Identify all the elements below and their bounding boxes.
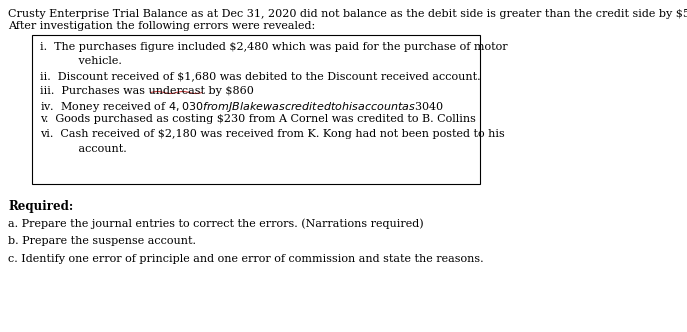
Text: iii.  Purchases was undercast by $860: iii. Purchases was undercast by $860	[40, 86, 254, 96]
Text: vehicle.: vehicle.	[40, 56, 122, 66]
Text: Crusty Enterprise Trial Balance as at Dec 31, 2020 did not balance as the debit : Crusty Enterprise Trial Balance as at De…	[8, 9, 687, 19]
Text: iv.  Money received of $4,030 from J Blake was credited to his account as $3040: iv. Money received of $4,030 from J Blak…	[40, 100, 444, 114]
Text: c. Identify one error of principle and one error of commission and state the rea: c. Identify one error of principle and o…	[8, 254, 484, 264]
Text: vi.  Cash received of $2,180 was received from K. Kong had not been posted to hi: vi. Cash received of $2,180 was received…	[40, 129, 505, 139]
Text: Required:: Required:	[8, 200, 74, 213]
Text: b. Prepare the suspense account.: b. Prepare the suspense account.	[8, 236, 196, 246]
Bar	[32, 35, 480, 184]
Text: v.  Goods purchased as costing $230 from A Cornel was credited to B. Collins: v. Goods purchased as costing $230 from …	[40, 115, 476, 124]
Text: account.: account.	[40, 143, 126, 153]
Text: After investigation the following errors were revealed:: After investigation the following errors…	[8, 21, 315, 31]
Text: i.  The purchases figure included $2,480 which was paid for the purchase of moto: i. The purchases figure included $2,480 …	[40, 42, 508, 52]
Text: ii.  Discount received of $1,680 was debited to the Discount received account.: ii. Discount received of $1,680 was debi…	[40, 71, 481, 81]
Text: a. Prepare the journal entries to correct the errors. (Narrations required): a. Prepare the journal entries to correc…	[8, 218, 424, 228]
